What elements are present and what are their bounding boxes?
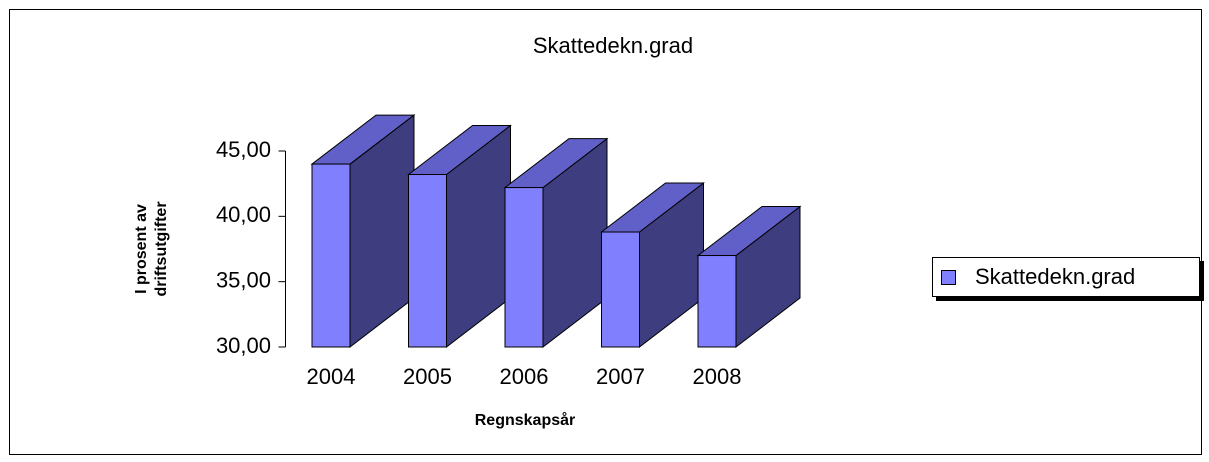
legend-swatch: [941, 270, 956, 285]
x-tick-label: 2008: [693, 364, 742, 389]
y-tick-label: 40,00: [216, 202, 271, 227]
bar: [601, 231, 640, 348]
y-tick-label: 30,00: [216, 333, 271, 358]
chart-title: Skattedekn.grad: [533, 33, 693, 58]
x-tick-label: 2006: [500, 364, 549, 389]
y-axis-label-line: I prosent av: [133, 204, 150, 294]
bar: [311, 163, 351, 348]
legend: [932, 257, 1200, 297]
y-axis-label: I prosent av driftsutgifter: [133, 201, 170, 296]
x-tick-label: 2007: [596, 364, 645, 389]
legend-label: Skattedekn.grad: [975, 264, 1135, 289]
bar: [504, 187, 544, 348]
bar: [408, 174, 447, 348]
y-tick-label: 45,00: [216, 137, 271, 162]
y-tick-label: 35,00: [216, 267, 271, 292]
x-axis-label: Regnskapsår: [475, 411, 576, 429]
bar: [697, 255, 737, 348]
x-tick-label: 2004: [307, 364, 356, 389]
x-tick-label: 2005: [403, 364, 452, 389]
y-axis-label-line: driftsutgifter: [153, 201, 170, 296]
